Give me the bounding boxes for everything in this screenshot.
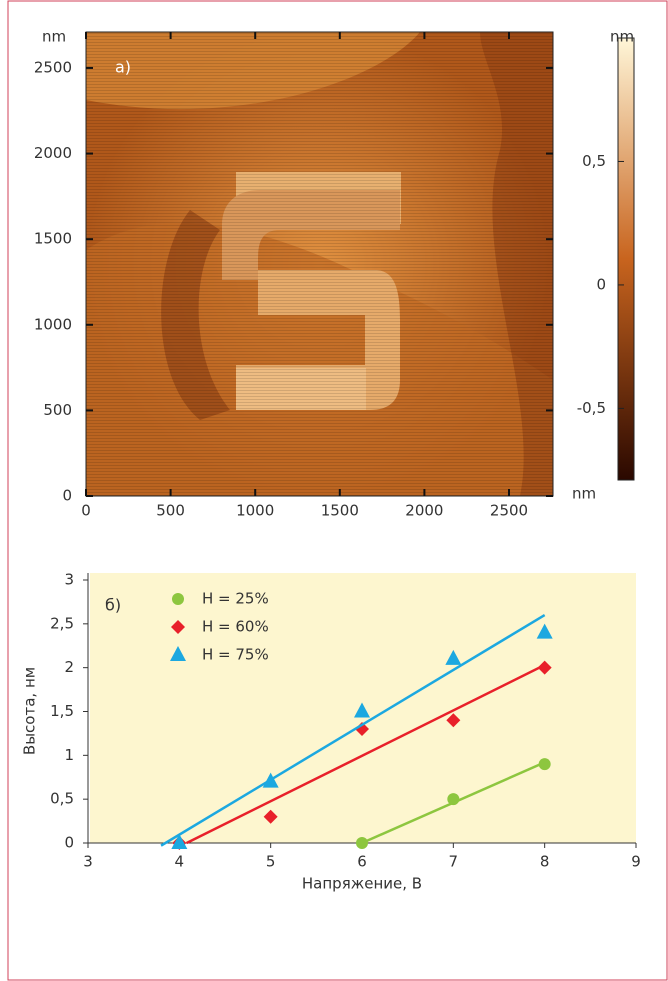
- y-axis-title: Высота, нм: [21, 667, 39, 755]
- x-tick-label: 6: [357, 853, 367, 871]
- marker: [446, 713, 461, 728]
- y-tick-label: 2000: [34, 144, 72, 162]
- legend-label: H = 60%: [202, 618, 269, 636]
- y-tick-label: 1500: [34, 230, 72, 248]
- x-tick-label: 8: [540, 853, 550, 871]
- panel-label: б): [105, 596, 121, 615]
- legend-label: H = 75%: [202, 646, 269, 664]
- x-tick-label: 500: [156, 502, 185, 520]
- fit-line: [160, 613, 546, 847]
- x-tick-label: 1000: [236, 502, 274, 520]
- legend-marker: [170, 646, 186, 661]
- x-tick-label: 1500: [321, 502, 359, 520]
- y-tick-label: 500: [43, 401, 72, 419]
- x-tick-label: 3: [83, 853, 93, 871]
- x-tick-label: 2500: [490, 502, 528, 520]
- y-tick-label: 2500: [34, 58, 72, 76]
- marker: [354, 702, 370, 718]
- y-tick-label: 1: [64, 746, 74, 764]
- legend-marker: [172, 593, 184, 605]
- y-tick-label: 1000: [34, 315, 72, 333]
- y-tick-label: 1,5: [50, 702, 74, 720]
- colorbar-unit: nm: [610, 28, 634, 46]
- x-unit: nm: [572, 485, 596, 503]
- colorbar-tick-label: 0: [596, 275, 606, 293]
- marker: [445, 649, 462, 665]
- y-tick-label: 3: [64, 571, 74, 589]
- y-tick-label: 2,5: [50, 614, 74, 632]
- y-tick-label: 0,5: [50, 790, 74, 808]
- marker: [171, 834, 188, 849]
- marker: [538, 758, 551, 771]
- colorbar-tick-label: 0,5: [582, 152, 606, 170]
- fit-line: [186, 663, 546, 845]
- colorbar: [617, 37, 635, 481]
- colorbar-tick-label: -0,5: [577, 399, 606, 417]
- y-unit: nm: [42, 28, 66, 46]
- marker: [356, 837, 368, 849]
- marker: [447, 793, 460, 806]
- x-tick-label: 2000: [405, 502, 443, 520]
- y-tick-label: 0: [64, 834, 74, 852]
- panel-label: а): [115, 58, 131, 77]
- legend-label: H = 25%: [202, 590, 269, 608]
- x-tick-label: 9: [631, 853, 641, 871]
- marker: [537, 660, 552, 675]
- marker: [263, 809, 278, 824]
- legend-marker: [171, 620, 185, 634]
- marker: [262, 772, 279, 788]
- x-axis-title: Напряжение, В: [302, 875, 422, 893]
- x-tick-label: 7: [449, 853, 459, 871]
- frame: [7, 0, 668, 981]
- x-tick-label: 5: [266, 853, 276, 871]
- marker: [536, 623, 553, 639]
- afm-image: [85, 31, 554, 497]
- x-tick-label: 4: [175, 853, 185, 871]
- y-tick-label: 2: [64, 658, 74, 676]
- y-tick-label: 0: [62, 487, 72, 505]
- x-tick-label: 0: [81, 502, 91, 520]
